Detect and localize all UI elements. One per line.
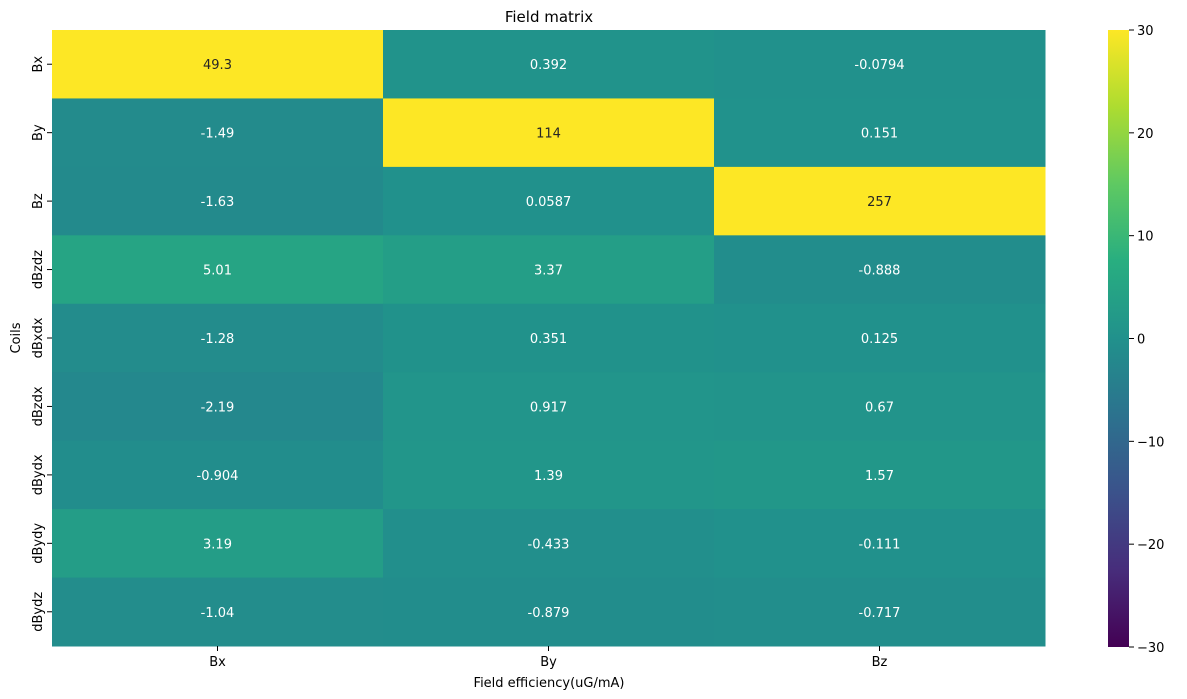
heatmap-cell: [714, 166, 1046, 236]
cell-value-label: -0.888: [859, 264, 901, 279]
y-tick-label: Bz: [31, 193, 46, 209]
heatmap-cell: [714, 440, 1046, 510]
cell-value-label: 49.3: [203, 58, 232, 73]
heatmap-cell: [383, 166, 715, 236]
colorbar-ticks: 30 20 10 0 −10 −20 −30: [1129, 24, 1164, 656]
heatmap-cell: [714, 577, 1046, 647]
heatmap-cell: [52, 98, 384, 168]
y-tick-label: By: [31, 124, 46, 141]
heatmap-cell: [714, 303, 1046, 373]
cell-value-label: 3.37: [534, 264, 563, 279]
cell-value-label: -2.19: [201, 400, 235, 415]
cell-value-label: 0.125: [861, 332, 898, 347]
heatmap-cell: [52, 440, 384, 510]
cell-labels: 49.3 0.392 -0.0794 -1.49 114 0.151 -1.63 0.0587…: [197, 58, 905, 621]
heatmap-cell: [52, 372, 384, 442]
colorbar-tick-label: 20: [1137, 127, 1154, 142]
x-tick-label: By: [540, 655, 557, 670]
heatmap-cell: [383, 235, 715, 305]
colorbar-tick-label: 10: [1137, 230, 1154, 245]
heatmap-cell: [52, 166, 384, 236]
heatmap-cell: [383, 303, 715, 373]
cell-value-label: -1.28: [201, 332, 235, 347]
cell-value-label: 0.0587: [526, 195, 572, 210]
x-tick-label: Bz: [872, 655, 888, 670]
y-tick-label: dBxdx: [31, 317, 46, 358]
cell-value-label: 1.57: [865, 469, 894, 484]
cell-value-label: -1.04: [201, 606, 235, 621]
cell-value-label: -1.63: [201, 195, 235, 210]
heatmap-cell: [383, 30, 715, 99]
x-axis-label: Field efficiency(uG/mA): [474, 676, 625, 691]
cell-value-label: 0.351: [530, 332, 567, 347]
x-axis-ticks: Bx By Bz: [209, 646, 888, 670]
heatmap-cells: [52, 30, 1046, 647]
y-axis-ticks: Bx By Bz dBzdz dBxdx dBzdx dBydx dBydy dBydz: [31, 56, 52, 632]
cell-value-label: 3.19: [203, 537, 232, 552]
cell-value-label: -0.717: [859, 606, 901, 621]
heatmap-cell: [714, 30, 1046, 99]
y-tick-label: dBydz: [31, 592, 46, 632]
cell-value-label: 0.151: [861, 127, 898, 142]
cell-value-label: -0.879: [528, 606, 570, 621]
cell-value-label: -0.433: [528, 537, 570, 552]
cell-value-label: 5.01: [203, 264, 232, 279]
heatmap-cell: [383, 98, 715, 168]
y-tick-label: dBzdx: [31, 386, 46, 426]
chart-title: Field matrix: [505, 8, 593, 26]
colorbar-tick-label: 0: [1137, 333, 1145, 348]
heatmap-cell: [383, 440, 715, 510]
cell-value-label: 257: [867, 195, 892, 210]
heatmap-cell: [52, 235, 384, 305]
cell-value-label: 114: [536, 127, 561, 142]
y-axis-label: Coils: [9, 322, 24, 353]
heatmap-cell: [52, 509, 384, 579]
heatmap-cell: [714, 98, 1046, 168]
colorbar-tick-label: −20: [1137, 538, 1164, 553]
y-tick-label: Bx: [31, 56, 46, 73]
cell-value-label: -1.49: [201, 127, 235, 142]
x-tick-label: Bx: [209, 655, 226, 670]
cell-value-label: -0.904: [197, 469, 239, 484]
colorbar-tick-label: 30: [1137, 24, 1154, 39]
cell-value-label: -0.111: [859, 537, 901, 552]
heatmap-cell: [383, 509, 715, 579]
heatmap-cell: [714, 372, 1046, 442]
cell-value-label: 0.67: [865, 400, 894, 415]
heatmap-cell: [714, 235, 1046, 305]
colorbar-tick-label: −30: [1137, 641, 1164, 656]
heatmap-cell: [52, 303, 384, 373]
heatmap-cell: [714, 509, 1046, 579]
colorbar: [1108, 30, 1129, 647]
y-tick-label: dBzdz: [31, 250, 46, 289]
heatmap-cell: [383, 372, 715, 442]
cell-value-label: 0.917: [530, 400, 567, 415]
heatmap-cell: [383, 577, 715, 647]
cell-value-label: -0.0794: [854, 58, 904, 73]
heatmap-cell: [52, 30, 384, 99]
cell-value-label: 1.39: [534, 469, 563, 484]
colorbar-tick-label: −10: [1137, 435, 1164, 450]
y-tick-label: dBydx: [31, 454, 46, 495]
heatmap-cell: [52, 577, 384, 647]
y-tick-label: dBydy: [31, 523, 46, 564]
cell-value-label: 0.392: [530, 58, 567, 73]
